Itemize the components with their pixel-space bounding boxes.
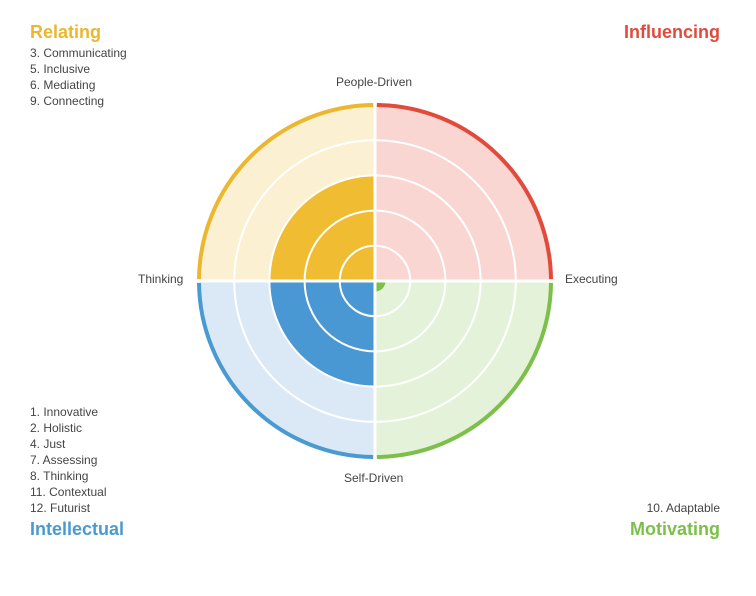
relating-item: 9. Connecting bbox=[30, 94, 105, 108]
axis-label-executing: Executing bbox=[565, 272, 618, 286]
motivating-list: 10. Adaptable bbox=[647, 500, 720, 516]
influencing-outer-arc bbox=[376, 103, 553, 280]
relating-outer-arc bbox=[197, 103, 374, 280]
relating-level-fill bbox=[269, 175, 375, 281]
motivating-outer-arc bbox=[376, 282, 553, 459]
intellectual-item: 4. Just bbox=[30, 437, 66, 451]
intellectual-item: 1. Innovative bbox=[30, 405, 99, 419]
motivating-title: Motivating bbox=[630, 519, 720, 539]
motivating-background bbox=[375, 281, 551, 457]
intellectual-list: 1. Innovative 2. Holistic 4. Just 7. Assess… bbox=[30, 404, 107, 516]
influencing-background bbox=[375, 105, 551, 281]
motivating-level-fill bbox=[375, 281, 386, 292]
intellectual-item: 11. Contextual bbox=[30, 485, 107, 499]
relating-list: 3. Communicating 5. Inclusive 6. Mediating… bbox=[30, 45, 127, 109]
axis-label-people-driven: People-Driven bbox=[336, 75, 413, 89]
intellectual-outer-arc bbox=[197, 282, 374, 459]
motivating-item: 10. Adaptable bbox=[646, 501, 720, 515]
intellectual-item: 2. Holistic bbox=[30, 421, 83, 435]
intellectual-level-fill bbox=[269, 281, 375, 387]
relating-item: 3. Communicating bbox=[30, 46, 127, 60]
intellectual-title: Intellectual bbox=[30, 519, 125, 539]
intellectual-item: 8. Thinking bbox=[30, 469, 89, 483]
relating-item: 6. Mediating bbox=[30, 78, 96, 92]
intellectual-item: 12. Futurist bbox=[30, 501, 91, 515]
axis-label-self-driven: Self-Driven bbox=[344, 471, 404, 485]
influencing-title: Influencing bbox=[624, 22, 720, 42]
relating-title: Relating bbox=[30, 22, 102, 42]
axis-label-thinking: Thinking bbox=[138, 272, 184, 286]
relating-item: 5. Inclusive bbox=[30, 62, 91, 76]
intellectual-item: 7. Assessing bbox=[30, 453, 98, 467]
